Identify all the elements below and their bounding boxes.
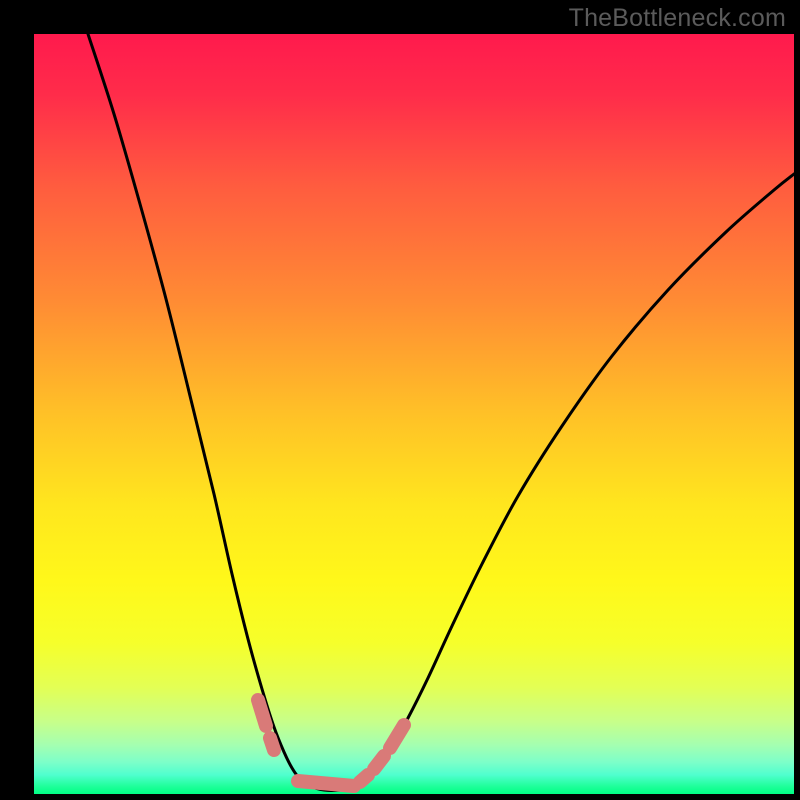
highlight-segment xyxy=(360,775,368,782)
bottleneck-curve xyxy=(88,34,794,791)
highlight-segment xyxy=(298,781,354,786)
highlight-segment xyxy=(390,725,404,748)
plot-area xyxy=(34,34,794,794)
highlight-segment xyxy=(374,756,384,769)
curve-layer xyxy=(34,34,794,794)
watermark-text: TheBottleneck.com xyxy=(569,4,786,33)
highlight-segment xyxy=(258,700,266,726)
chart-frame: TheBottleneck.com xyxy=(0,0,800,800)
highlight-segment xyxy=(270,738,274,750)
